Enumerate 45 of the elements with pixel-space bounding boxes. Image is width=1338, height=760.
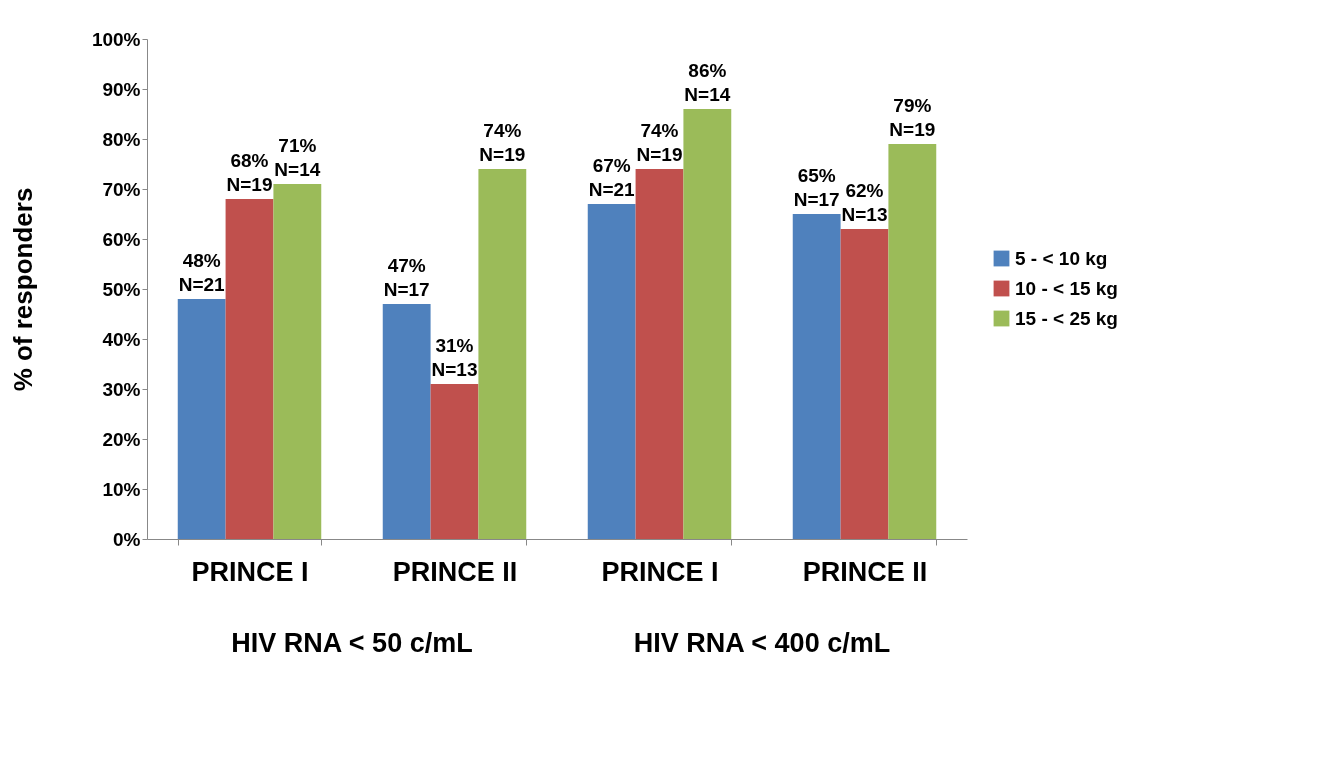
legend-label: 10 - < 15 kg [1015,277,1118,299]
data-label: 31% N=13 [431,335,478,380]
legend-label: 15 - < 25 kg [1015,307,1118,329]
bar [635,169,684,539]
data-label: 71% N=14 [274,135,321,180]
bar [177,299,226,539]
y-tick-label: 50% [102,278,141,300]
x-tick-label: PRINCE II [392,556,518,587]
y-tick-label: 90% [102,78,141,100]
text: HIV RNA < 50 c/mL [231,628,473,658]
bar [840,229,889,539]
data-label: 47% N=17 [383,255,430,300]
data-label: 67% N=21 [588,155,636,200]
bar [273,184,322,539]
bar [382,304,431,539]
bar [888,144,937,539]
y-tick-label: 0% [113,528,141,550]
bar [478,169,527,539]
bar [225,199,274,539]
y-tick-label: 70% [102,178,141,200]
bar [683,109,732,539]
y-axis-title: % of responders [7,187,38,392]
data-label: 74% N=19 [479,120,526,165]
y-tick-label: 80% [102,128,141,150]
x-tick-label: PRINCE II [802,556,928,587]
data-label: 62% N=13 [841,180,888,225]
data-label: 86% N=14 [684,60,731,105]
text: HIV RNA < 400 c/mL [633,628,891,658]
x-tick-label: PRINCE I [191,556,309,587]
legend-label: 5 - < 10 kg [1015,247,1108,269]
data-label: 74% N=19 [636,120,683,165]
bar [792,214,841,539]
y-tick-label: 40% [102,328,141,350]
data-label: 65% N=17 [793,165,840,210]
bar [430,384,479,539]
y-tick-label: 30% [102,378,141,400]
data-label: 48% N=21 [178,250,226,295]
data-label: 79% N=19 [889,95,936,140]
data-label: 68% N=19 [226,150,273,195]
y-tick-label: 100% [91,28,141,50]
bar [587,204,636,539]
y-tick-label: 10% [102,478,141,500]
x-tick-label: PRINCE I [601,556,719,587]
y-tick-label: 60% [102,228,141,250]
y-tick-label: 20% [102,428,141,450]
